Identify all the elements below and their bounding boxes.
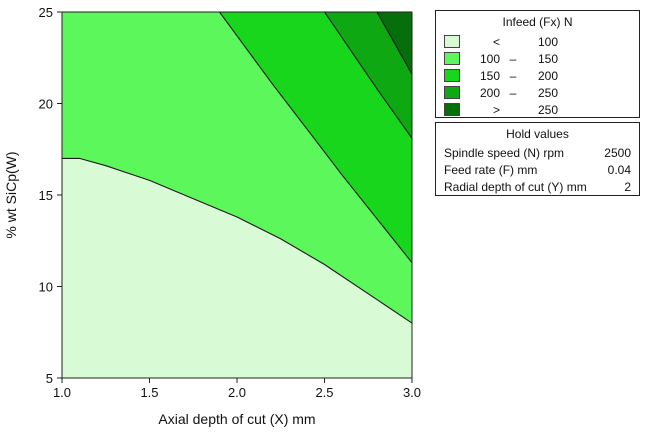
contour-regions bbox=[62, 12, 412, 378]
hold-value-number: 0.04 bbox=[607, 163, 631, 177]
legend-entry-high: 250 bbox=[537, 103, 558, 117]
legend-title: Infeed (Fx) N bbox=[502, 15, 573, 29]
legend-entry-low: < bbox=[492, 35, 500, 49]
legend-entry-high: 100 bbox=[537, 35, 558, 49]
x-tick-label: 2.5 bbox=[315, 385, 333, 400]
legend-swatch bbox=[444, 69, 460, 82]
hold-values-title: Hold values bbox=[506, 127, 569, 141]
legend: Infeed (Fx) N < 100 100 – 150 150 – 200 … bbox=[435, 10, 640, 118]
hold-value-number: 2500 bbox=[604, 146, 631, 160]
y-tick-label: 10 bbox=[39, 280, 53, 295]
hold-value-label: Spindle speed (N) rpm bbox=[444, 146, 565, 160]
legend-swatch bbox=[444, 35, 460, 48]
x-axis-label: Axial depth of cut (X) mm bbox=[158, 411, 315, 427]
legend-entry-low: 150 bbox=[479, 69, 500, 83]
region-above-150 bbox=[219, 12, 412, 263]
hold-value-row: Radial depth of cut (Y) mm 2 bbox=[444, 180, 631, 195]
legend-swatch bbox=[444, 86, 460, 99]
hold-value-row: Spindle speed (N) rpm 2500 bbox=[444, 146, 631, 161]
legend-swatch bbox=[444, 103, 460, 116]
hold-value-number: 2 bbox=[624, 180, 631, 194]
y-tick-label: 15 bbox=[39, 188, 53, 203]
legend-entry-dash: – bbox=[509, 86, 517, 100]
contour-line-250 bbox=[376, 12, 412, 75]
hold-value-label: Radial depth of cut (Y) mm bbox=[444, 180, 587, 194]
y-tick-label: 20 bbox=[39, 97, 53, 112]
contour-line-150 bbox=[219, 12, 412, 264]
hold-values-panel: Hold values Spindle speed (N) rpm 2500 F… bbox=[435, 122, 640, 196]
legend-entry-high: 150 bbox=[537, 52, 558, 66]
legend-entry-low: > bbox=[492, 103, 500, 117]
x-tick-label: 2.0 bbox=[228, 385, 246, 400]
contour-line-100 bbox=[62, 157, 412, 324]
legend-swatch bbox=[444, 52, 460, 65]
x-tick-label: 3.0 bbox=[403, 385, 421, 400]
legend-entry-dash: – bbox=[509, 52, 517, 66]
hold-value-row: Feed rate (F) mm 0.04 bbox=[444, 163, 631, 178]
legend-entry-dash: – bbox=[509, 69, 517, 83]
contour-line-200 bbox=[324, 12, 412, 139]
legend-entry-high: 250 bbox=[537, 86, 558, 100]
hold-value-label: Feed rate (F) mm bbox=[444, 163, 538, 177]
legend-entry-low: 100 bbox=[479, 52, 500, 66]
x-tick-label: 1.5 bbox=[140, 385, 158, 400]
x-tick-label: 1.0 bbox=[53, 385, 71, 400]
legend-entry-low: 200 bbox=[479, 86, 500, 100]
y-tick-label: 25 bbox=[39, 5, 53, 20]
legend-entry-high: 200 bbox=[537, 69, 558, 83]
y-axis-label: % wt SiCp(W) bbox=[3, 151, 19, 238]
y-tick-label: 5 bbox=[46, 371, 53, 386]
